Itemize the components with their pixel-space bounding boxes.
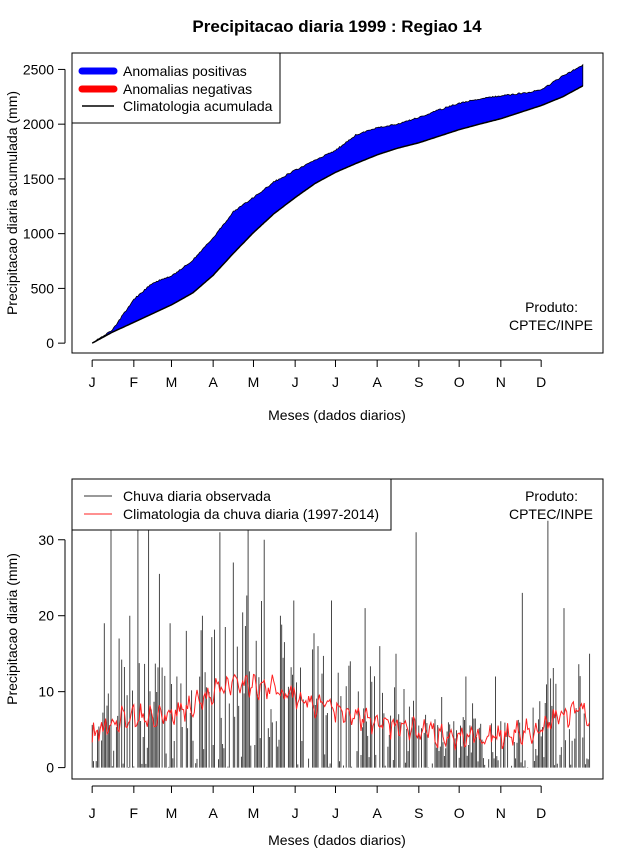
- legend: Chuva diaria observada Climatologia da c…: [71, 478, 392, 531]
- legend-label-positive: Anomalias positivas: [123, 63, 247, 79]
- x-tick-label: N: [496, 374, 506, 390]
- observed-daily-bars: [91, 520, 591, 768]
- y-tick-label: 10: [38, 684, 54, 700]
- credit-line-1: Produto:: [525, 299, 578, 315]
- x-tick-label: N: [496, 805, 506, 821]
- legend-label-climatology: Climatologia acumulada: [123, 98, 273, 114]
- x-tick-label: S: [414, 805, 423, 821]
- legend-box: [71, 478, 392, 531]
- legend: Anomalias positivas Anomalias negativas …: [71, 52, 281, 124]
- climatology-cumulative-line: [91, 85, 584, 344]
- x-tick-label: A: [372, 374, 382, 390]
- y-tick-label: 0: [46, 760, 54, 776]
- x-tick-label: J: [89, 374, 96, 390]
- x-tick-label: J: [332, 805, 339, 821]
- y-axis: 0 10 20 30: [38, 532, 66, 776]
- x-tick-label: O: [454, 805, 465, 821]
- x-axis-label: Meses (dados diarios): [268, 407, 406, 423]
- x-tick-label: M: [248, 374, 260, 390]
- y-tick-label: 2000: [23, 116, 54, 132]
- x-tick-label: J: [292, 374, 299, 390]
- plot-frame: [71, 52, 604, 354]
- x-tick-label: F: [130, 805, 139, 821]
- x-tick-label: J: [89, 805, 96, 821]
- y-tick-label: 0: [46, 335, 54, 351]
- accumulated-chart: 0 500 1000 1500 2000 2500 J F M A M J J A S O N D Precip…: [4, 52, 604, 423]
- x-tick-label: D: [536, 374, 546, 390]
- x-tick-label: D: [536, 805, 546, 821]
- daily-chart: 0 10 20 30 J F M A M J J A S O N D Precipitacao diaria…: [4, 478, 604, 848]
- credit-line-2: CPTEC/INPE: [509, 506, 593, 522]
- x-tick-label: J: [292, 805, 299, 821]
- x-tick-label: J: [332, 374, 339, 390]
- figure-title: Precipitacao diaria 1999 : Regiao 14: [192, 17, 482, 36]
- x-tick-label: F: [130, 374, 139, 390]
- x-tick-label: A: [208, 805, 218, 821]
- x-tick-label: A: [372, 805, 382, 821]
- x-tick-label: A: [208, 374, 218, 390]
- y-axis-label: Precipitacao diaria (mm): [4, 553, 20, 705]
- y-tick-label: 1000: [23, 226, 54, 242]
- climatology-daily-line: [91, 673, 591, 751]
- y-axis: 0 500 1000 1500 2000 2500: [23, 61, 66, 351]
- legend-label-climatology: Climatologia da chuva diaria (1997-2014): [123, 506, 379, 522]
- y-tick-label: 30: [38, 532, 54, 548]
- y-tick-label: 1500: [23, 171, 54, 187]
- x-tick-label: M: [166, 805, 178, 821]
- x-tick-label: O: [454, 374, 465, 390]
- y-tick-label: 2500: [23, 61, 54, 77]
- x-tick-label: M: [166, 374, 178, 390]
- legend-label-observed: Chuva diaria observada: [123, 488, 271, 504]
- x-tick-label: S: [414, 374, 423, 390]
- x-axis-label: Meses (dados diarios): [268, 832, 406, 848]
- x-tick-label: M: [248, 805, 260, 821]
- y-axis-label: Precipitacao diaria acumulada (mm): [4, 91, 20, 315]
- credit-line-2: CPTEC/INPE: [509, 317, 593, 333]
- credit-line-1: Produto:: [525, 488, 578, 504]
- y-tick-label: 20: [38, 608, 54, 624]
- legend-label-negative: Anomalias negativas: [123, 81, 252, 97]
- y-tick-label: 500: [31, 280, 55, 296]
